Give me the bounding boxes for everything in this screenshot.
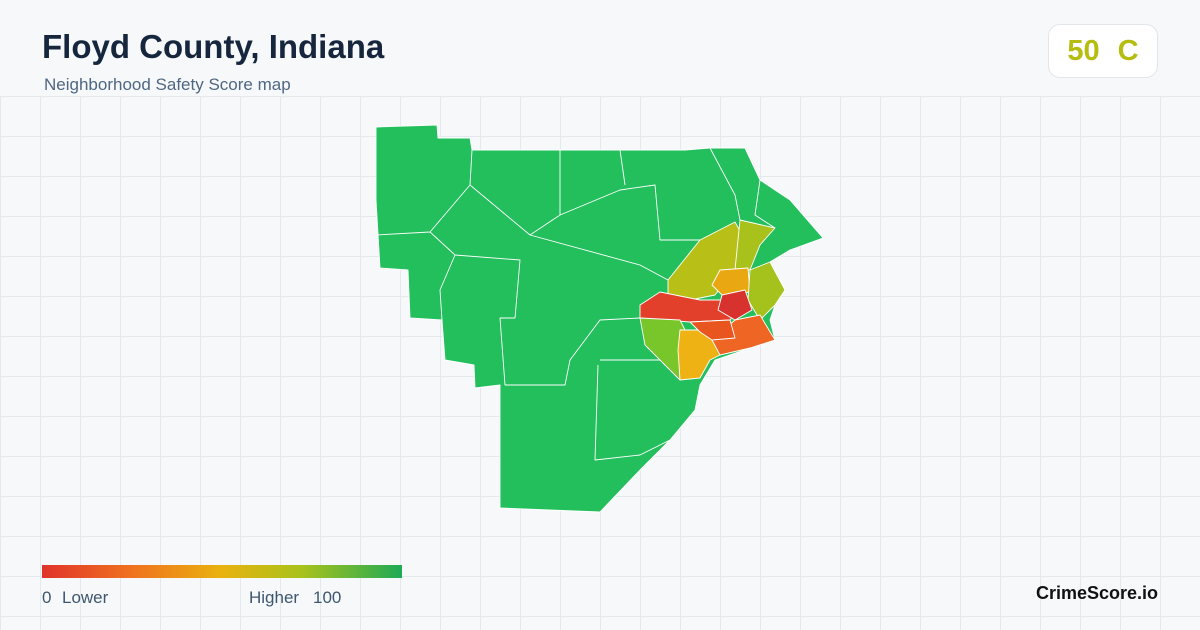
region-border <box>559 184 700 241</box>
region-border <box>469 150 561 236</box>
score-grade: C <box>1117 34 1139 67</box>
region-border <box>754 179 776 229</box>
subtitle: Neighborhood Safety Score map <box>44 75 291 94</box>
legend-max: 100 <box>313 588 342 607</box>
city-region <box>689 319 736 341</box>
legend-gradient <box>42 565 402 578</box>
region-border <box>454 254 641 386</box>
legend-min-label: Lower <box>62 588 109 607</box>
region-border <box>619 149 626 186</box>
region-border <box>594 364 671 461</box>
title: Floyd County, Indiana <box>42 28 385 65</box>
region-border <box>529 234 669 281</box>
brand: CrimeScore.io <box>1035 583 1158 603</box>
city-region <box>734 219 776 271</box>
score-badge: 50 C <box>1048 24 1158 78</box>
legend-min: 0 <box>42 588 52 607</box>
region-border <box>375 149 473 236</box>
region-border <box>429 231 456 321</box>
score-value: 50 <box>1067 34 1100 67</box>
city-region <box>717 289 753 321</box>
region-border <box>709 147 741 221</box>
legend-max-label: Higher <box>249 588 300 607</box>
